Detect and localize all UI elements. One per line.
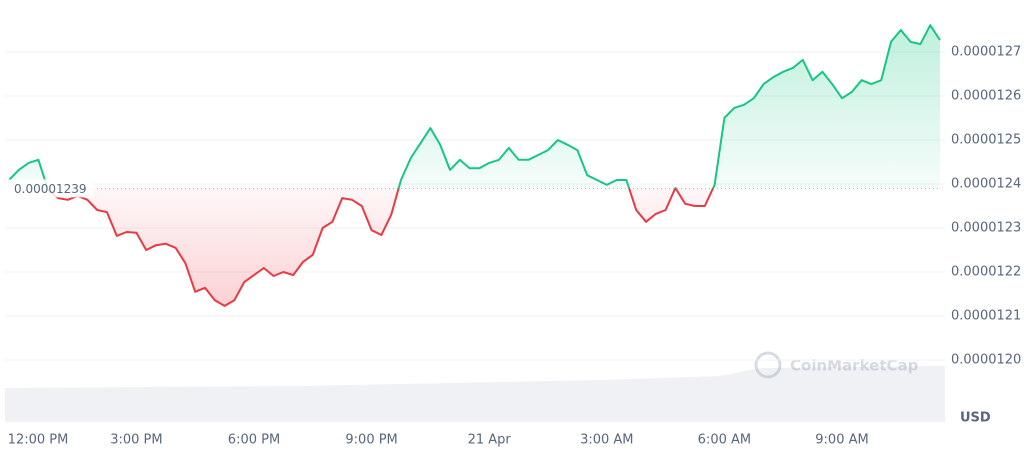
x-tick-label: 3:00 PM <box>110 433 162 448</box>
x-tick-label: 9:00 AM <box>815 433 868 448</box>
y-tick-label: 0.0000127 <box>951 45 1021 60</box>
watermark-logo <box>754 351 782 379</box>
currency-label: USD <box>960 411 991 426</box>
baseline-label: 0.00001239 <box>14 182 87 196</box>
x-tick-label: 21 Apr <box>468 433 512 448</box>
y-tick-label: 0.0000123 <box>951 221 1021 236</box>
x-tick-label: 6:00 AM <box>698 433 751 448</box>
y-tick-label: 0.0000125 <box>951 133 1021 148</box>
x-tick-label: 12:00 PM <box>8 433 69 448</box>
y-tick-label: 0.0000120 <box>951 353 1021 368</box>
y-tick-label: 0.0000124 <box>951 177 1021 192</box>
price-area <box>9 25 940 306</box>
y-tick-label: 0.0000121 <box>951 309 1021 324</box>
y-tick-label: 0.0000122 <box>951 265 1021 280</box>
volume-area <box>5 366 945 422</box>
price-line <box>8 24 941 307</box>
watermark: CoinMarketCap <box>754 351 919 379</box>
x-tick-label: 9:00 PM <box>345 433 397 448</box>
baseline-label-bg <box>4 179 94 198</box>
x-tick-label: 3:00 AM <box>580 433 633 448</box>
watermark-text: CoinMarketCap <box>790 357 919 375</box>
y-tick-label: 0.0000126 <box>951 89 1021 104</box>
x-tick-label: 6:00 PM <box>228 433 280 448</box>
